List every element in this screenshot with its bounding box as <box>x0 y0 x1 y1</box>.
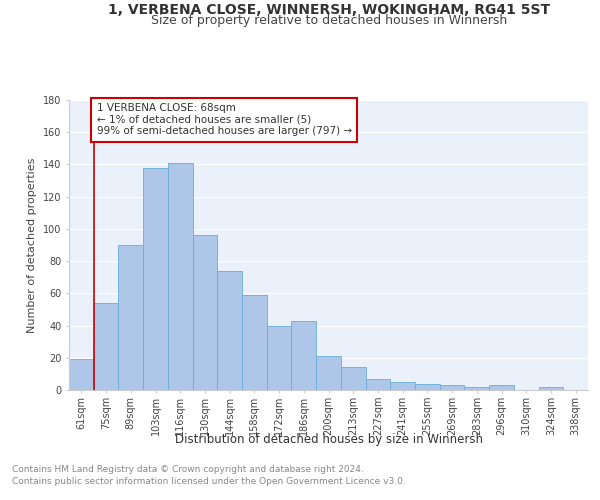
Text: Distribution of detached houses by size in Winnersh: Distribution of detached houses by size … <box>175 432 483 446</box>
Bar <box>267 326 292 390</box>
Bar <box>415 384 440 390</box>
Y-axis label: Number of detached properties: Number of detached properties <box>28 158 37 332</box>
Bar <box>168 163 193 390</box>
Bar <box>118 245 143 390</box>
Bar <box>316 356 341 390</box>
Bar <box>143 168 168 390</box>
Bar <box>539 387 563 390</box>
Bar <box>193 236 217 390</box>
Bar <box>489 385 514 390</box>
Text: Size of property relative to detached houses in Winnersh: Size of property relative to detached ho… <box>151 14 507 27</box>
Bar <box>440 385 464 390</box>
Bar <box>217 271 242 390</box>
Text: Contains HM Land Registry data © Crown copyright and database right 2024.: Contains HM Land Registry data © Crown c… <box>12 465 364 474</box>
Text: Contains public sector information licensed under the Open Government Licence v3: Contains public sector information licen… <box>12 478 406 486</box>
Text: 1, VERBENA CLOSE, WINNERSH, WOKINGHAM, RG41 5ST: 1, VERBENA CLOSE, WINNERSH, WOKINGHAM, R… <box>108 2 550 16</box>
Bar <box>69 360 94 390</box>
Bar <box>365 378 390 390</box>
Bar <box>292 320 316 390</box>
Bar <box>94 303 118 390</box>
Text: 1 VERBENA CLOSE: 68sqm
← 1% of detached houses are smaller (5)
99% of semi-detac: 1 VERBENA CLOSE: 68sqm ← 1% of detached … <box>97 103 352 136</box>
Bar <box>464 387 489 390</box>
Bar <box>390 382 415 390</box>
Bar <box>242 295 267 390</box>
Bar <box>341 368 365 390</box>
